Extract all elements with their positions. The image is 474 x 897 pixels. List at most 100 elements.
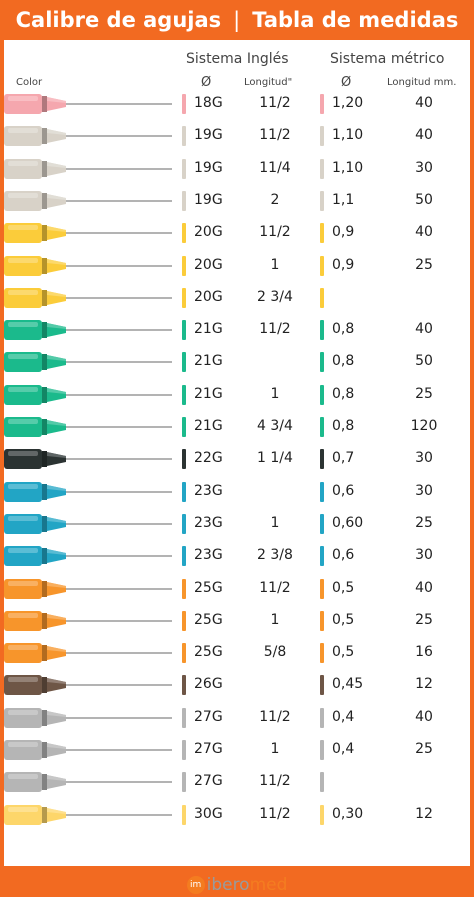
length-mm-cell: 40 [415, 708, 433, 725]
table-row: 21G 11/2 0,8 40 [4, 314, 470, 346]
table-row: 19G 11/4 1,10 30 [4, 153, 470, 185]
color-swatch-metric [320, 190, 324, 211]
hypodermic-needle-icon [4, 513, 172, 534]
diameter-mm-cell: 0,6 [332, 547, 355, 564]
color-swatch-imperial [182, 287, 186, 308]
length-in-cell: 2 3/8 [257, 547, 293, 564]
diameter-mm-cell: 0,9 [332, 256, 355, 273]
hypodermic-needle-icon [4, 94, 172, 114]
color-swatch-metric [320, 578, 324, 599]
length-mm-cell: 25 [415, 611, 433, 628]
color-swatch-imperial [182, 449, 186, 470]
length-in-cell: 1 [270, 256, 280, 273]
table-row: 30G 11/2 0,30 12 [4, 799, 470, 831]
table-row: 19G 2 1,1 50 [4, 185, 470, 217]
header-subtitle: Tabla de medidas [252, 8, 459, 32]
gauge-cell: 25G [194, 579, 223, 596]
hypodermic-needle-icon [4, 417, 172, 437]
hypodermic-needle-icon [4, 772, 172, 793]
color-swatch-metric [320, 255, 324, 276]
color-swatch-imperial [182, 126, 186, 147]
length-in-cell: 5/8 [263, 644, 287, 661]
gauge-cell: 20G [194, 256, 223, 273]
diameter-mm-cell: 0,45 [332, 676, 364, 693]
color-swatch-metric [320, 610, 324, 631]
gauge-cell: 22G [194, 450, 223, 467]
length-mm-cell: 25 [415, 514, 433, 531]
length-mm-cell: 25 [415, 385, 433, 402]
length-mm-cell: 40 [415, 95, 433, 111]
color-swatch-metric [320, 481, 324, 502]
table-row: 25G 1 0,5 25 [4, 605, 470, 637]
color-swatch-metric [320, 158, 324, 179]
hypodermic-needle-icon [4, 190, 172, 211]
color-swatch-metric [320, 449, 324, 470]
gauge-cell: 23G [194, 482, 223, 499]
hypodermic-needle-icon [4, 158, 172, 179]
color-swatch-metric [320, 287, 324, 308]
column-header-diameter-metric: Ø [341, 75, 352, 90]
column-header-length-in: Longitud" [244, 77, 293, 88]
gauge-cell: 23G [194, 514, 223, 531]
hypodermic-needle-icon [4, 255, 172, 276]
length-mm-cell: 30 [415, 450, 433, 467]
hypodermic-needle-icon [4, 804, 172, 825]
gauge-cell: 30G [194, 805, 223, 822]
table-row: 20G 11/2 0,9 40 [4, 217, 470, 249]
color-swatch-imperial [182, 804, 186, 825]
color-swatch-metric [320, 740, 324, 760]
color-swatch-imperial [182, 158, 186, 179]
header-separator: | [233, 8, 241, 32]
table-row: 20G 2 3/4 [4, 282, 470, 314]
color-swatch-metric [320, 804, 324, 825]
brand-name-part-b: med [249, 875, 288, 895]
length-in-cell: 1 1/4 [257, 450, 293, 467]
gauge-cell: 21G [194, 321, 223, 338]
brand-name: iberomed [207, 875, 288, 895]
length-mm-cell: 30 [415, 482, 433, 499]
column-group-metric: Sistema métrico [330, 51, 445, 67]
gauge-cell: 26G [194, 676, 223, 693]
length-in-cell: 4 3/4 [257, 418, 293, 434]
table-row: 27G 11/2 [4, 766, 470, 798]
gauge-cell: 27G [194, 741, 223, 757]
diameter-mm-cell: 0,8 [332, 385, 355, 402]
length-mm-cell: 25 [415, 741, 433, 757]
length-mm-cell: 30 [415, 159, 433, 176]
length-in-cell: 11/2 [259, 773, 291, 790]
hypodermic-needle-icon [4, 707, 172, 728]
diameter-mm-cell: 0,8 [332, 321, 355, 338]
gauge-cell: 20G [194, 224, 223, 241]
table-row: 18G 11/2 1,20 40 [4, 88, 470, 120]
color-swatch-imperial [182, 707, 186, 728]
length-in-cell: 11/2 [259, 805, 291, 822]
gauge-cell: 23G [194, 547, 223, 564]
diameter-mm-cell: 0,5 [332, 644, 355, 661]
hypodermic-needle-icon [4, 643, 172, 664]
color-swatch-metric [320, 320, 324, 341]
length-mm-cell: 30 [415, 547, 433, 564]
length-in-cell: 1 [270, 741, 280, 757]
length-mm-cell: 40 [415, 321, 433, 338]
hypodermic-needle-icon [4, 675, 172, 696]
gauge-cell: 19G [194, 191, 223, 208]
column-header-length-mm: Longitud mm. [387, 77, 457, 88]
color-swatch-imperial [182, 255, 186, 276]
length-in-cell: 11/2 [259, 579, 291, 596]
length-in-cell: 11/2 [259, 708, 291, 725]
color-swatch-metric [320, 94, 324, 114]
color-swatch-metric [320, 675, 324, 696]
hypodermic-needle-icon [4, 352, 172, 373]
diameter-mm-cell: 0,5 [332, 611, 355, 628]
length-in-cell: 11/2 [259, 95, 291, 111]
gauge-cell: 21G [194, 418, 223, 434]
gauge-cell: 25G [194, 611, 223, 628]
gauge-cell: 19G [194, 127, 223, 144]
diameter-mm-cell: 1,10 [332, 127, 364, 144]
length-in-cell: 1 [270, 611, 280, 628]
color-swatch-imperial [182, 772, 186, 793]
hypodermic-needle-icon [4, 449, 172, 470]
diameter-mm-cell: 0,9 [332, 224, 355, 241]
color-swatch-imperial [182, 513, 186, 534]
length-in-cell: 1 [270, 514, 280, 531]
